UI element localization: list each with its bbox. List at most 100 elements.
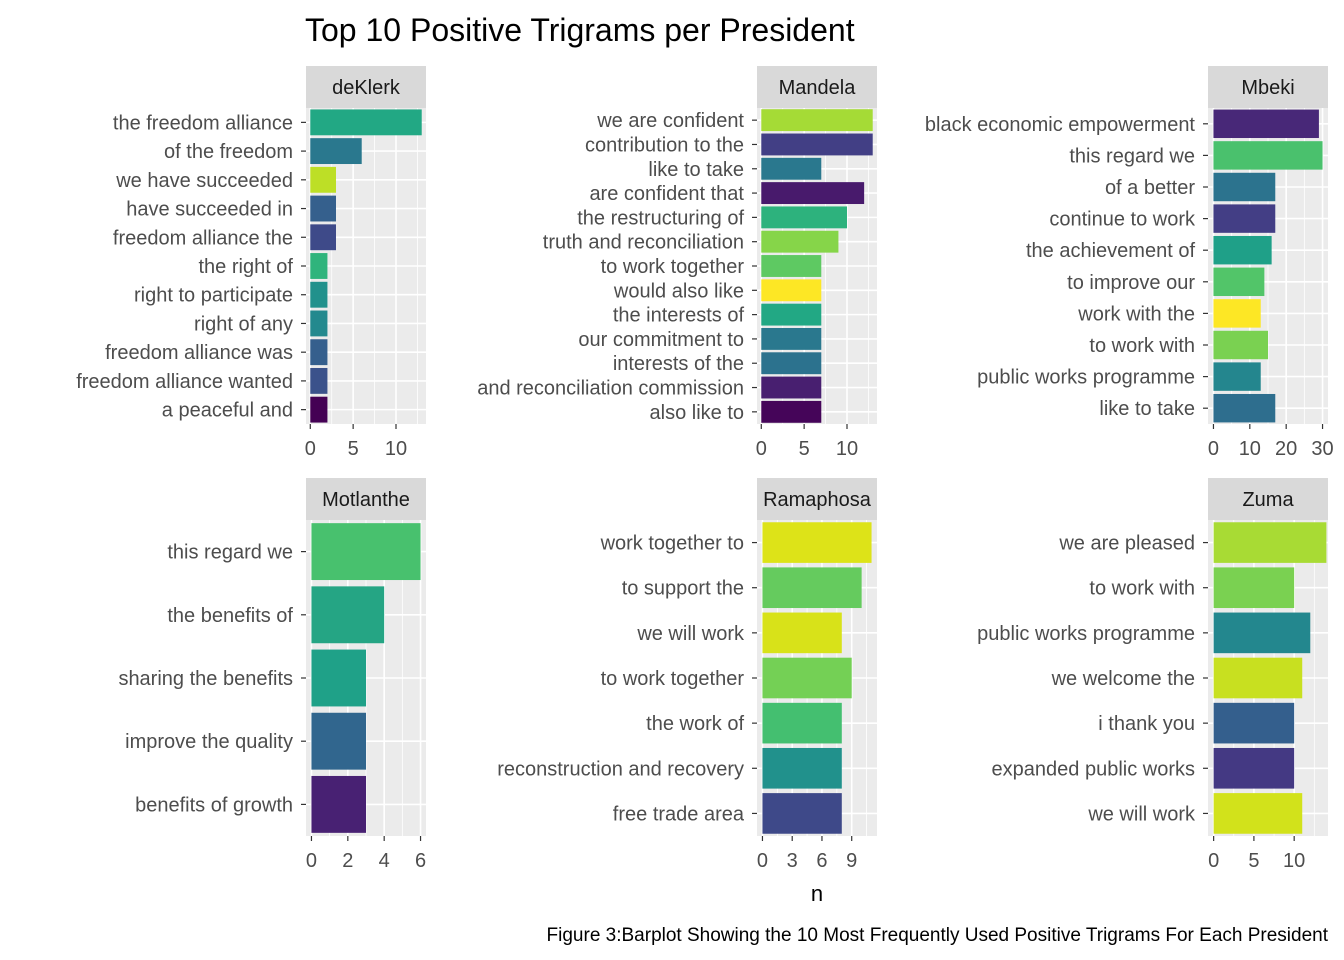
bar [761,230,839,253]
bar [761,376,822,399]
bar [1213,141,1323,170]
bar [762,612,842,654]
x-tick-label: 4 [379,850,390,872]
category-label: this regard we [1069,145,1195,167]
x-tick-label: 10 [836,438,858,460]
bar [1213,109,1319,139]
category-label: public works programme [977,367,1195,389]
facet-strip-label: Motlanthe [322,489,410,511]
bar [761,157,822,180]
category-label: we will work [1087,803,1196,825]
bar [762,702,842,744]
bar [310,310,328,337]
bar [762,747,842,789]
bar [1213,793,1303,834]
category-label: interests of the [613,353,744,375]
category-label: we are confident [596,110,744,132]
category-label: right of any [194,313,293,335]
bar [761,327,822,350]
category-label: reconstruction and recovery [497,758,744,780]
x-tick-label: 30 [1311,438,1333,460]
category-label: of the freedom [164,141,293,163]
facet-strip-label: Zuma [1242,489,1294,511]
category-label: we have succeeded [115,170,293,192]
category-label: also like to [650,402,745,424]
facet-strip [1208,478,1328,520]
bar [762,567,862,609]
panel-deklerk: deKlerk the freedom alliance of the freedo… [76,66,426,460]
bar [761,109,873,132]
x-tick-label: 10 [1239,438,1261,460]
x-tick-label: 0 [757,850,768,872]
bar [1213,612,1311,654]
bar [761,352,822,375]
x-tick-label: 20 [1275,438,1297,460]
bar [310,253,328,279]
facet-strip [306,66,426,108]
chart-title: Top 10 Positive Trigrams per President [305,12,855,48]
x-tick-label: 0 [1208,850,1219,872]
category-label: freedom alliance the [113,227,293,249]
x-tick-label: 5 [799,438,810,460]
x-tick-label: 3 [787,850,798,872]
bar [310,224,336,251]
bar [311,586,385,644]
panel-ramaphosa: Ramaphosa work together to to support the w… [497,478,877,872]
facet-strip-label: Ramaphosa [763,489,872,511]
bar [1213,330,1268,360]
bar [311,523,421,581]
bar [310,138,362,165]
x-tick-label: 6 [415,850,426,872]
category-label: we welcome the [1051,668,1195,690]
x-tick-label: 10 [385,438,407,460]
x-tick-label: 0 [305,438,316,460]
bar [761,182,865,205]
category-label: of a better [1105,177,1195,199]
bar [1213,393,1276,423]
category-label: continue to work [1049,209,1196,231]
category-label: freedom alliance wanted [76,371,293,393]
category-label: we are pleased [1058,533,1195,555]
category-label: this regard we [167,542,293,564]
bar [1213,747,1295,789]
bar [761,255,822,277]
x-tick-label: 5 [348,438,359,460]
category-label: to work together [601,256,745,278]
bar [311,775,366,833]
x-tick-label: 6 [816,850,827,872]
category-label: truth and reconciliation [543,232,744,254]
facet-strip [306,478,426,520]
category-label: to work together [601,668,745,690]
bar [761,303,822,326]
category-label: contribution to the [585,134,744,156]
bar [761,206,847,229]
facet-strip-label: deKlerk [332,77,401,99]
category-label: free trade area [613,803,745,825]
facet-strip [1208,66,1328,108]
bar [1213,362,1261,391]
x-tick-label: 9 [846,850,857,872]
facet-strip [757,66,877,108]
category-label: work with the [1077,303,1195,325]
category-label: i thank you [1098,713,1195,735]
bar [1213,567,1295,609]
category-label: the freedom alliance [113,112,293,134]
bar [1213,235,1272,265]
bar [762,522,872,563]
category-label: right to participate [134,285,293,307]
bar [762,657,852,699]
category-label: to improve our [1067,272,1195,294]
category-label: the work of [646,713,744,735]
x-tick-label: 0 [306,850,317,872]
category-label: the right of [198,256,293,278]
category-label: sharing the benefits [118,668,293,690]
bar [310,367,328,394]
category-label: would also like [613,280,744,302]
bar [1213,657,1303,699]
category-label: are confident that [589,183,744,205]
bar [1213,204,1276,233]
x-tick-label: 0 [1208,438,1219,460]
facet-strip-label: Mbeki [1241,77,1294,99]
category-label: the restructuring of [577,207,744,229]
